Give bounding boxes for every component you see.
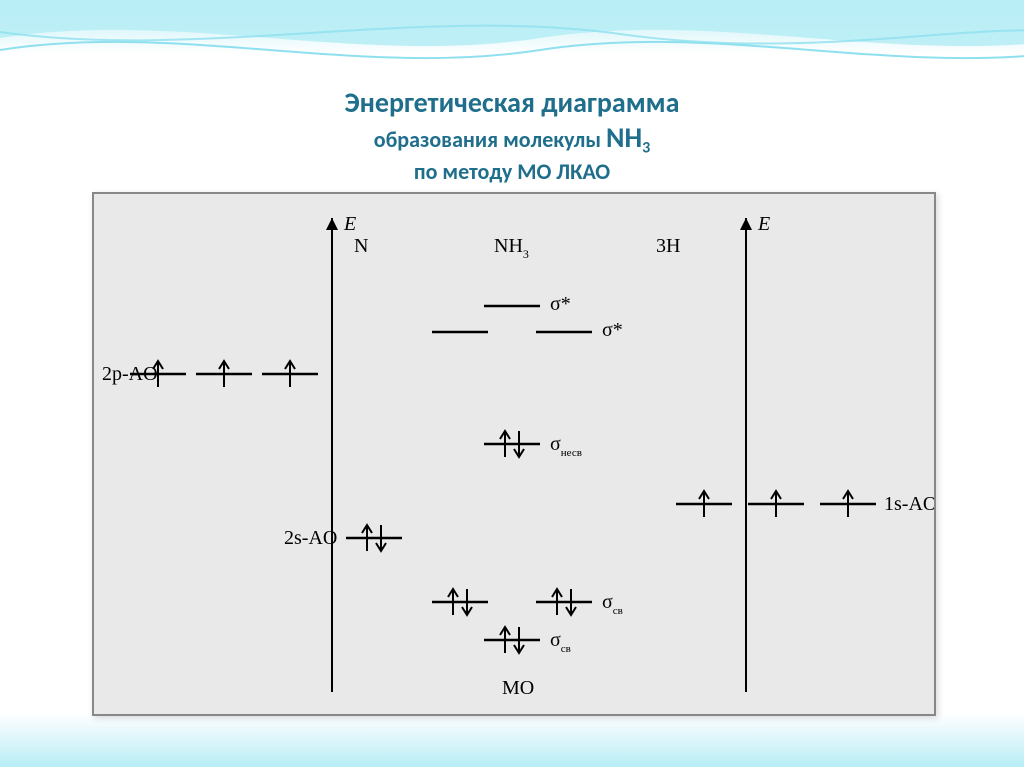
svg-text:2s-AO: 2s-AO <box>284 527 337 549</box>
svg-text:NH3: NH3 <box>494 235 529 261</box>
svg-text:E: E <box>343 213 356 235</box>
title-line-2-pre: образования молекулы <box>374 126 606 153</box>
svg-text:1s-AO: 1s-AO <box>884 493 934 515</box>
svg-text:σнесв: σнесв <box>550 433 582 459</box>
title-line-1: Энергетическая диаграмма <box>0 85 1024 120</box>
svg-text:σ*: σ* <box>602 319 623 341</box>
mo-diagram-svg: EENNH33HMO2p-AO2s-AO1s-AOσ*σ*σнесвσсвσсв <box>94 194 934 714</box>
mo-diagram-frame: EENNH33HMO2p-AO2s-AO1s-AOσ*σ*σнесвσсвσсв <box>92 192 936 716</box>
decorative-wave <box>0 0 1024 80</box>
title-chem: NH <box>606 120 642 155</box>
title-line-2: образования молекулы NH3 <box>0 120 1024 158</box>
svg-text:E: E <box>757 213 770 235</box>
slide-title: Энергетическая диаграмма образования мол… <box>0 85 1024 186</box>
svg-text:σ*: σ* <box>550 293 571 315</box>
svg-text:3H: 3H <box>656 235 680 257</box>
svg-text:σсв: σсв <box>550 629 571 655</box>
slide: Энергетическая диаграмма образования мол… <box>0 0 1024 767</box>
svg-text:2p-AO: 2p-AO <box>102 363 158 385</box>
svg-text:σсв: σсв <box>602 591 623 617</box>
svg-text:N: N <box>354 235 368 257</box>
title-chem-sub: 3 <box>642 138 650 157</box>
svg-text:MO: MO <box>502 677 534 699</box>
title-line-3: по методу МО ЛКАО <box>0 158 1024 186</box>
